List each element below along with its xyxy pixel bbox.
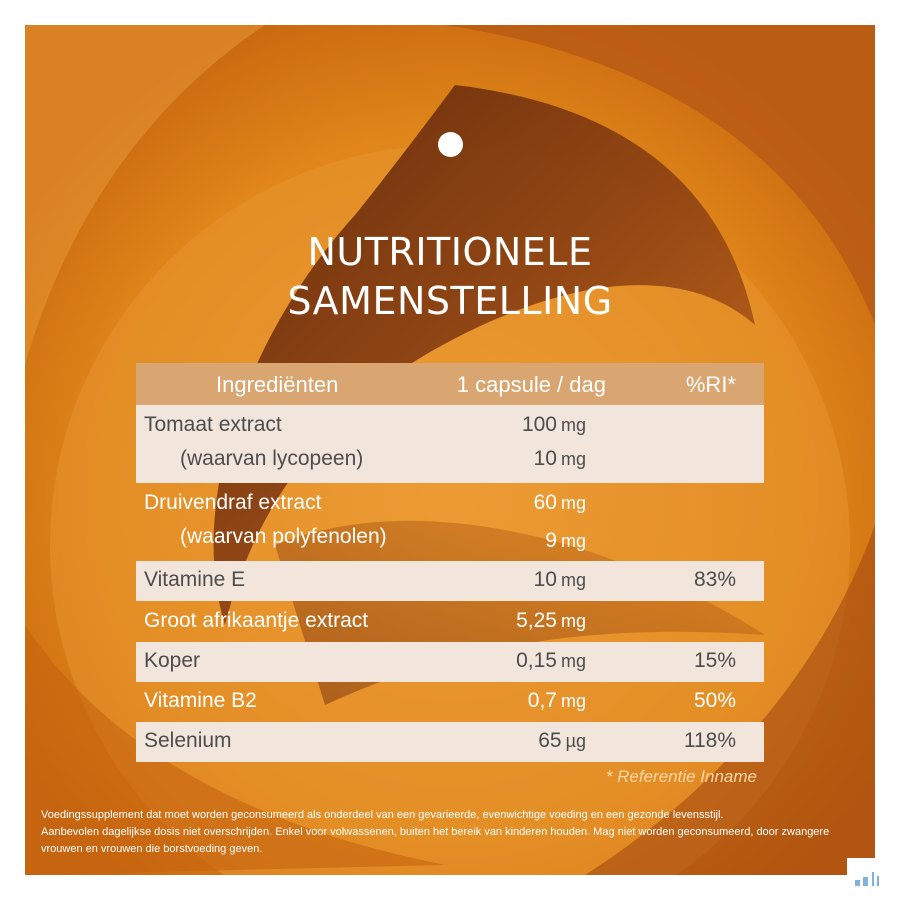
- ingredient-name: Selenium: [144, 729, 232, 752]
- table-row: Selenium 65 µg 118%: [136, 722, 764, 762]
- ingredient-subname: (waarvan lycopeen): [180, 447, 364, 470]
- nutrition-panel: NUTRITIONELE SAMENSTELLING Ingrediënten …: [25, 25, 875, 875]
- header-amount: 1 capsule / dag: [456, 372, 606, 397]
- ingredient-name: Koper: [144, 649, 201, 672]
- ingredient-amount: 10 mg: [533, 447, 586, 470]
- ingredient-name: Vitamine E: [144, 568, 246, 591]
- ingredient-ri: 15%: [693, 649, 736, 672]
- ingredient-amount: 0,7 mg: [527, 689, 586, 712]
- disclaimer: Voedingssupplement dat moet worden gecon…: [41, 807, 865, 858]
- table-header-row: Ingrediënten 1 capsule / dag %RI*: [136, 363, 764, 405]
- ingredient-ri: 118%: [683, 729, 736, 752]
- table-row: Vitamine B2 0,7 mg 50%: [136, 682, 764, 722]
- ingredient-amount: 5,25 mg: [516, 609, 586, 632]
- ingredient-amount: 10 mg: [533, 568, 586, 591]
- table-row: Groot afrikaantje extract 5,25 mg: [136, 601, 764, 642]
- disclaimer-line-2: Aanbevolen dagelijkse dosis niet oversch…: [41, 826, 830, 855]
- ingredient-subname: (waarvan polyfenolen): [180, 525, 387, 548]
- table-row: Koper 0,15 mg 15%: [136, 642, 764, 682]
- ingredient-name: Vitamine B2: [144, 689, 257, 712]
- brand-logo-icon: [847, 858, 887, 892]
- ingredient-amount: 65 µg: [538, 729, 586, 752]
- ingredient-ri: 83%: [693, 568, 736, 591]
- title-line-1: NUTRITIONELE: [307, 230, 593, 274]
- header-ri: %RI*: [685, 372, 736, 397]
- ingredient-name: Groot afrikaantje extract: [144, 609, 369, 632]
- nutrition-table: Ingrediënten 1 capsule / dag %RI* Tomaat…: [136, 363, 764, 762]
- table-row: Druivendraf extract 60 mg (waarvan polyfe…: [136, 483, 764, 561]
- title-line-2: SAMENSTELLING: [287, 279, 613, 323]
- ingredient-ri: 50%: [693, 689, 736, 712]
- ingredient-amount: 100 mg: [521, 413, 586, 436]
- table-row: Tomaat extract 100 mg (waarvan lycopeen) …: [136, 405, 764, 483]
- reference-intake-footnote: * Referentie Inname: [605, 767, 757, 786]
- table-row: Vitamine E 10 mg 83%: [136, 561, 764, 601]
- ingredient-name: Tomaat extract: [144, 413, 282, 436]
- disclaimer-line-1: Voedingssupplement dat moet worden gecon…: [41, 809, 724, 821]
- hang-hole: [438, 132, 463, 157]
- ingredient-amount: 0,15 mg: [516, 649, 586, 672]
- ingredient-amount: 60 mg: [533, 491, 586, 514]
- ingredient-name: Druivendraf extract: [144, 491, 322, 514]
- header-ingredient: Ingrediënten: [216, 372, 339, 397]
- ingredient-amount: 9 mg: [545, 529, 586, 552]
